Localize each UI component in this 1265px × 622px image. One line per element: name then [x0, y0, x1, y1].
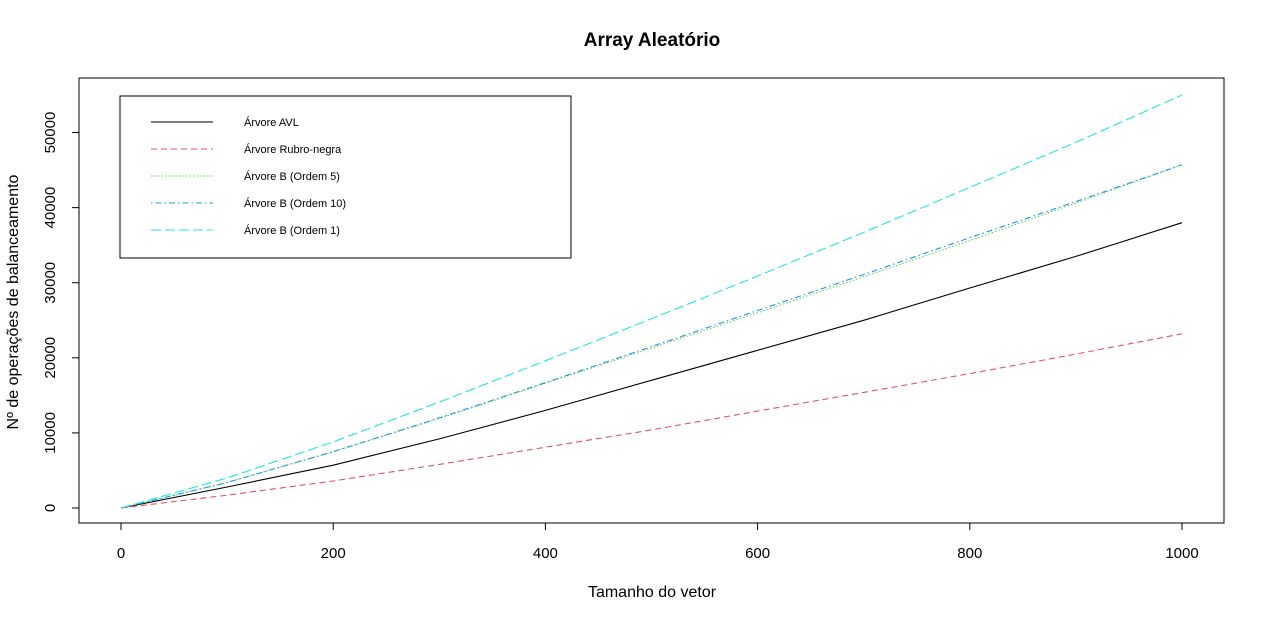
legend-label: Árvore B (Ordem 10) [244, 197, 346, 210]
legend-label: Árvore Rubro-negra [244, 143, 342, 156]
legend-label: Árvore B (Ordem 1) [244, 224, 340, 237]
y-axis-label: Nº de operações de balanceamento [5, 174, 22, 429]
legend-label: Árvore B (Ordem 5) [244, 170, 340, 183]
legend-label: Árvore AVL [244, 116, 299, 129]
y-tick-label: 10000 [42, 412, 59, 454]
y-tick-label: 20000 [42, 337, 59, 379]
x-tick-label: 400 [533, 545, 558, 562]
series-line-2 [120, 333, 1183, 509]
x-tick-label: 600 [745, 545, 770, 562]
series-line-1 [120, 222, 1183, 509]
series-line-5 [120, 94, 1183, 509]
plot-frame [78, 77, 1225, 524]
x-tick-label: 200 [321, 545, 346, 562]
x-tick-label: 1000 [1165, 545, 1198, 562]
series-line-4 [120, 164, 1183, 509]
y-tick-label: 0 [42, 504, 59, 512]
y-tick-label: 30000 [42, 262, 59, 304]
legend: Árvore AVL Árvore Rubro-negra Árvore B (Or… [119, 95, 572, 259]
series-layer [120, 94, 1183, 509]
x-tick-label: 0 [117, 545, 125, 562]
chart-title: Array Aleatório [584, 30, 721, 51]
x-axis-label: Tamanho do vetor [588, 584, 717, 601]
x-tick-label: 800 [957, 545, 982, 562]
legend-box [119, 95, 572, 259]
y-tick-label: 40000 [42, 187, 59, 229]
y-tick-label: 50000 [42, 112, 59, 154]
